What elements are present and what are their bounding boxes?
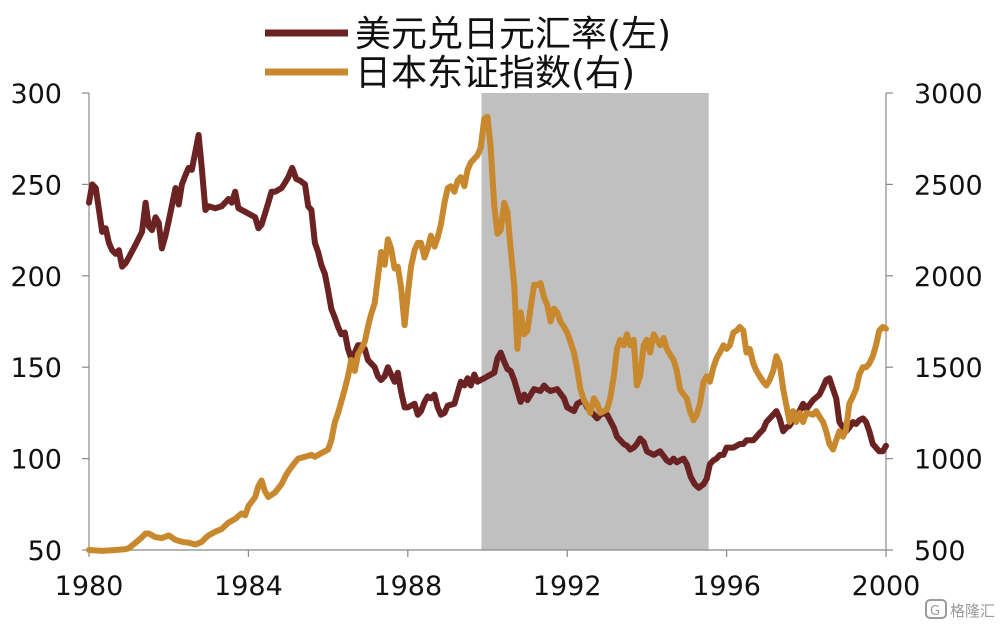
watermark-text: 格隆汇: [950, 602, 995, 620]
topix-line: [86, 113, 889, 554]
right-tick-label: 3000: [914, 79, 983, 110]
g-logo-letter: G: [930, 604, 940, 619]
left-tick-label: 150: [10, 353, 62, 384]
g-logo-icon: [925, 599, 947, 619]
legend: 美元兑日元汇率(左)日本东证指数(右): [265, 14, 671, 94]
right-tick-label: 1000: [914, 445, 983, 476]
left-tick-label: 100: [10, 445, 62, 476]
x-tick-label: 1988: [373, 571, 442, 602]
axes: 50 100 150 200 250 300 500 1000 1500 2000 2500 3000…: [10, 79, 982, 602]
x-tick-label: 1996: [692, 571, 761, 602]
usd-jpy-line: [86, 132, 889, 491]
x-tick-label: 1980: [55, 571, 124, 602]
right-tick-label: 2000: [914, 262, 983, 293]
x-tick-label: 2000: [852, 571, 921, 602]
watermark: G 格隆汇: [925, 599, 995, 620]
left-tick-label: 200: [10, 262, 62, 293]
x-tick-label: 1984: [214, 571, 283, 602]
series-layer: [86, 113, 889, 554]
left-tick-label: 300: [10, 79, 62, 110]
right-tick-label: 500: [914, 536, 966, 567]
right-tick-label: 1500: [914, 353, 983, 384]
x-tick-label: 1992: [533, 571, 602, 602]
legend-label: 美元兑日元汇率(左): [355, 14, 671, 55]
left-tick-label: 250: [10, 170, 62, 201]
legend-label: 日本东证指数(右): [355, 53, 635, 94]
right-tick-label: 2500: [914, 170, 983, 201]
left-tick-label: 50: [28, 536, 62, 567]
